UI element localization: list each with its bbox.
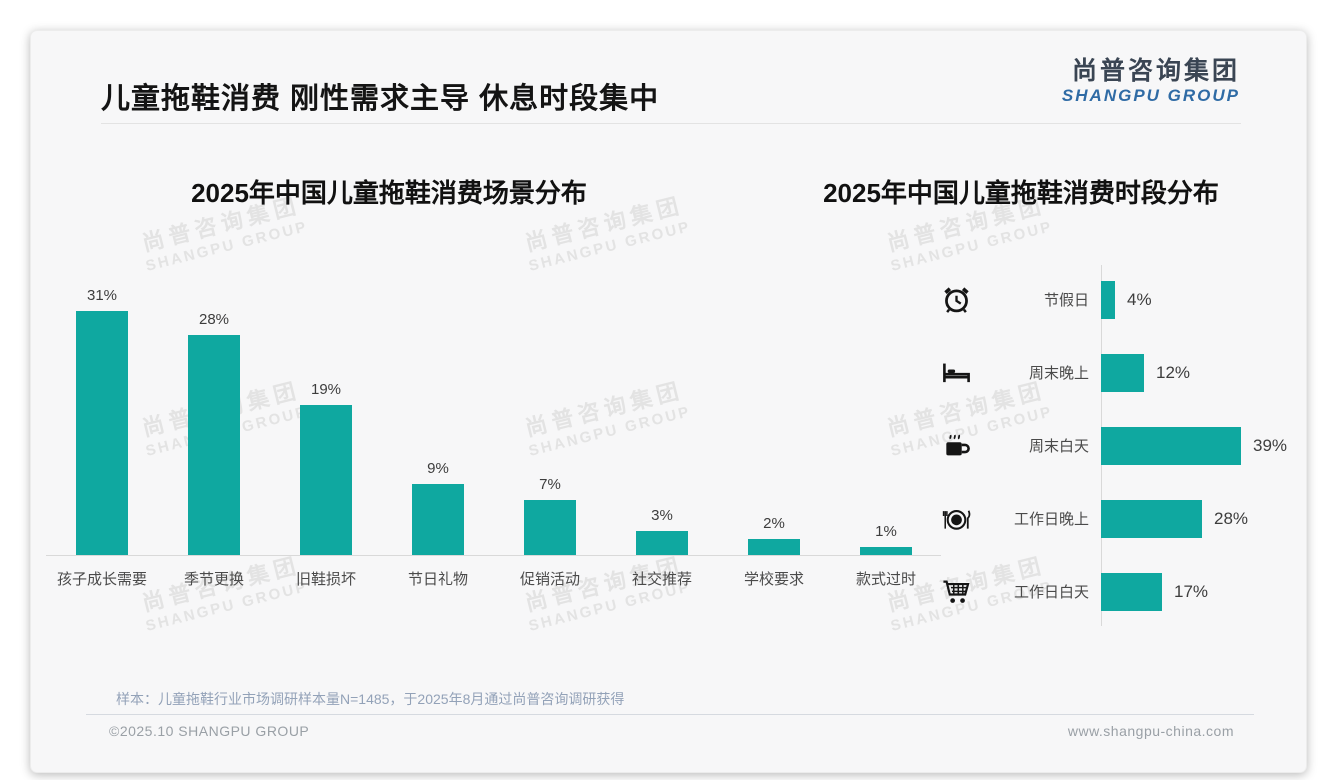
bed-icon — [911, 356, 1001, 389]
scene-chart-title: 2025年中国儿童拖鞋消费场景分布 — [191, 178, 587, 208]
scene-chart-xlabels: 孩子成长需要 季节更换 旧鞋损坏 节日礼物 促销活动 社交推荐 学校要求 款式过时 — [46, 568, 941, 592]
scene-bar-column: 2% — [748, 515, 800, 555]
time-category-label: 工作日晚上 — [1013, 511, 1089, 528]
time-bar — [1101, 280, 1115, 319]
alarm-clock-icon — [911, 283, 1001, 316]
scene-bar-column: 9% — [412, 460, 464, 555]
time-bar — [1101, 499, 1202, 538]
coffee-icon — [911, 429, 1001, 462]
time-bar-value-label: 28% — [1214, 508, 1249, 528]
scene-bar-category-label: 旧鞋损坏 — [295, 571, 356, 588]
title-divider — [101, 123, 1241, 124]
scene-bar-category-label: 学校要求 — [743, 571, 804, 588]
scene-bar-category-label: 季节更换 — [183, 571, 244, 588]
scene-bar-column: 1% — [860, 523, 912, 555]
page-title: 儿童拖鞋消费 刚性需求主导 休息时段集中 — [101, 83, 660, 115]
scene-bar — [524, 500, 576, 555]
footer-divider — [86, 714, 1254, 715]
time-bar-value-label: 12% — [1156, 362, 1191, 382]
dining-icon — [911, 502, 1001, 535]
sample-footnote: 样本：儿童拖鞋行业市场调研样本量N=1485，于2025年8月通过尚普咨询调研获… — [116, 691, 625, 707]
scene-bar — [636, 531, 688, 555]
scene-bar-category-label: 节日礼物 — [407, 571, 468, 588]
time-chart-row: 周末晚上 12% — [911, 336, 1306, 409]
scene-bar-value-label: 1% — [875, 523, 897, 540]
time-category-label: 周末晚上 — [1028, 365, 1089, 382]
watermark-english-text: SHANGPU GROUP — [526, 218, 693, 275]
scene-bar-value-label: 19% — [310, 381, 342, 398]
scene-bar-value-label: 28% — [198, 311, 230, 328]
time-chart-row: 工作日白天 17% — [911, 555, 1306, 628]
time-bar-value-label: 17% — [1174, 581, 1209, 601]
website-text: www.shangpu-china.com — [1067, 723, 1234, 739]
time-category-label: 工作日白天 — [1013, 584, 1089, 601]
scene-bar-column: 31% — [76, 287, 128, 555]
time-chart-row: 节假日 4% — [911, 263, 1306, 336]
shopping-cart-icon — [911, 575, 1001, 608]
time-bar — [1101, 426, 1241, 465]
scene-bar-value-label: 3% — [651, 507, 673, 524]
time-bar — [1101, 572, 1162, 611]
scene-bar-category-label: 促销活动 — [519, 571, 580, 588]
watermark-english-text: SHANGPU GROUP — [143, 218, 310, 275]
scene-bar-column: 7% — [524, 476, 576, 555]
scene-bar-category-label: 款式过时 — [855, 571, 916, 588]
company-logo: 尚普咨询集团 SHANGPU GROUP — [1062, 56, 1240, 106]
scene-bar — [76, 311, 128, 555]
time-category-label: 节假日 — [1043, 292, 1089, 309]
scene-bar — [300, 405, 352, 555]
logo-chinese-text: 尚普咨询集团 — [1071, 57, 1240, 85]
time-chart-title: 2025年中国儿童拖鞋消费时段分布 — [823, 178, 1219, 208]
scene-bar-category-label: 孩子成长需要 — [56, 571, 147, 588]
scene-bar — [188, 335, 240, 555]
scene-chart-plot: 31% 28% 19% 9% 7% 3% 2% 1% — [46, 282, 941, 556]
scene-bar — [412, 484, 464, 555]
scene-bar-column: 3% — [636, 507, 688, 555]
slide-card: 尚普咨询集团 SHANGPU GROUP 尚普咨询集团 SHANGPU GROUP 尚普… — [30, 30, 1307, 773]
scene-bar — [860, 547, 912, 555]
logo-english-text: SHANGPU GROUP — [1061, 86, 1240, 105]
scene-bar-value-label: 31% — [86, 287, 118, 304]
time-chart-row: 工作日晚上 28% — [911, 482, 1306, 555]
time-chart-plot: 节假日 4% 周末晚上 12% 周末白天 39% 工作日晚上 28% 工作日白天 17% — [911, 263, 1306, 628]
time-category-label: 周末白天 — [1028, 438, 1089, 455]
time-bar-value-label: 4% — [1127, 289, 1152, 309]
time-chart-row: 周末白天 39% — [911, 409, 1306, 482]
scene-bar-category-label: 社交推荐 — [631, 571, 692, 588]
copyright-text: ©2025.10 SHANGPU GROUP — [109, 723, 310, 739]
time-bar — [1101, 353, 1144, 392]
scene-bar-value-label: 2% — [763, 515, 785, 532]
scene-bar — [748, 539, 800, 555]
time-bar-value-label: 39% — [1253, 435, 1288, 455]
scene-bar-column: 19% — [300, 381, 352, 555]
scene-bar-value-label: 9% — [427, 460, 449, 477]
scene-bar-value-label: 7% — [539, 476, 561, 493]
scene-bar-column: 28% — [188, 311, 240, 555]
